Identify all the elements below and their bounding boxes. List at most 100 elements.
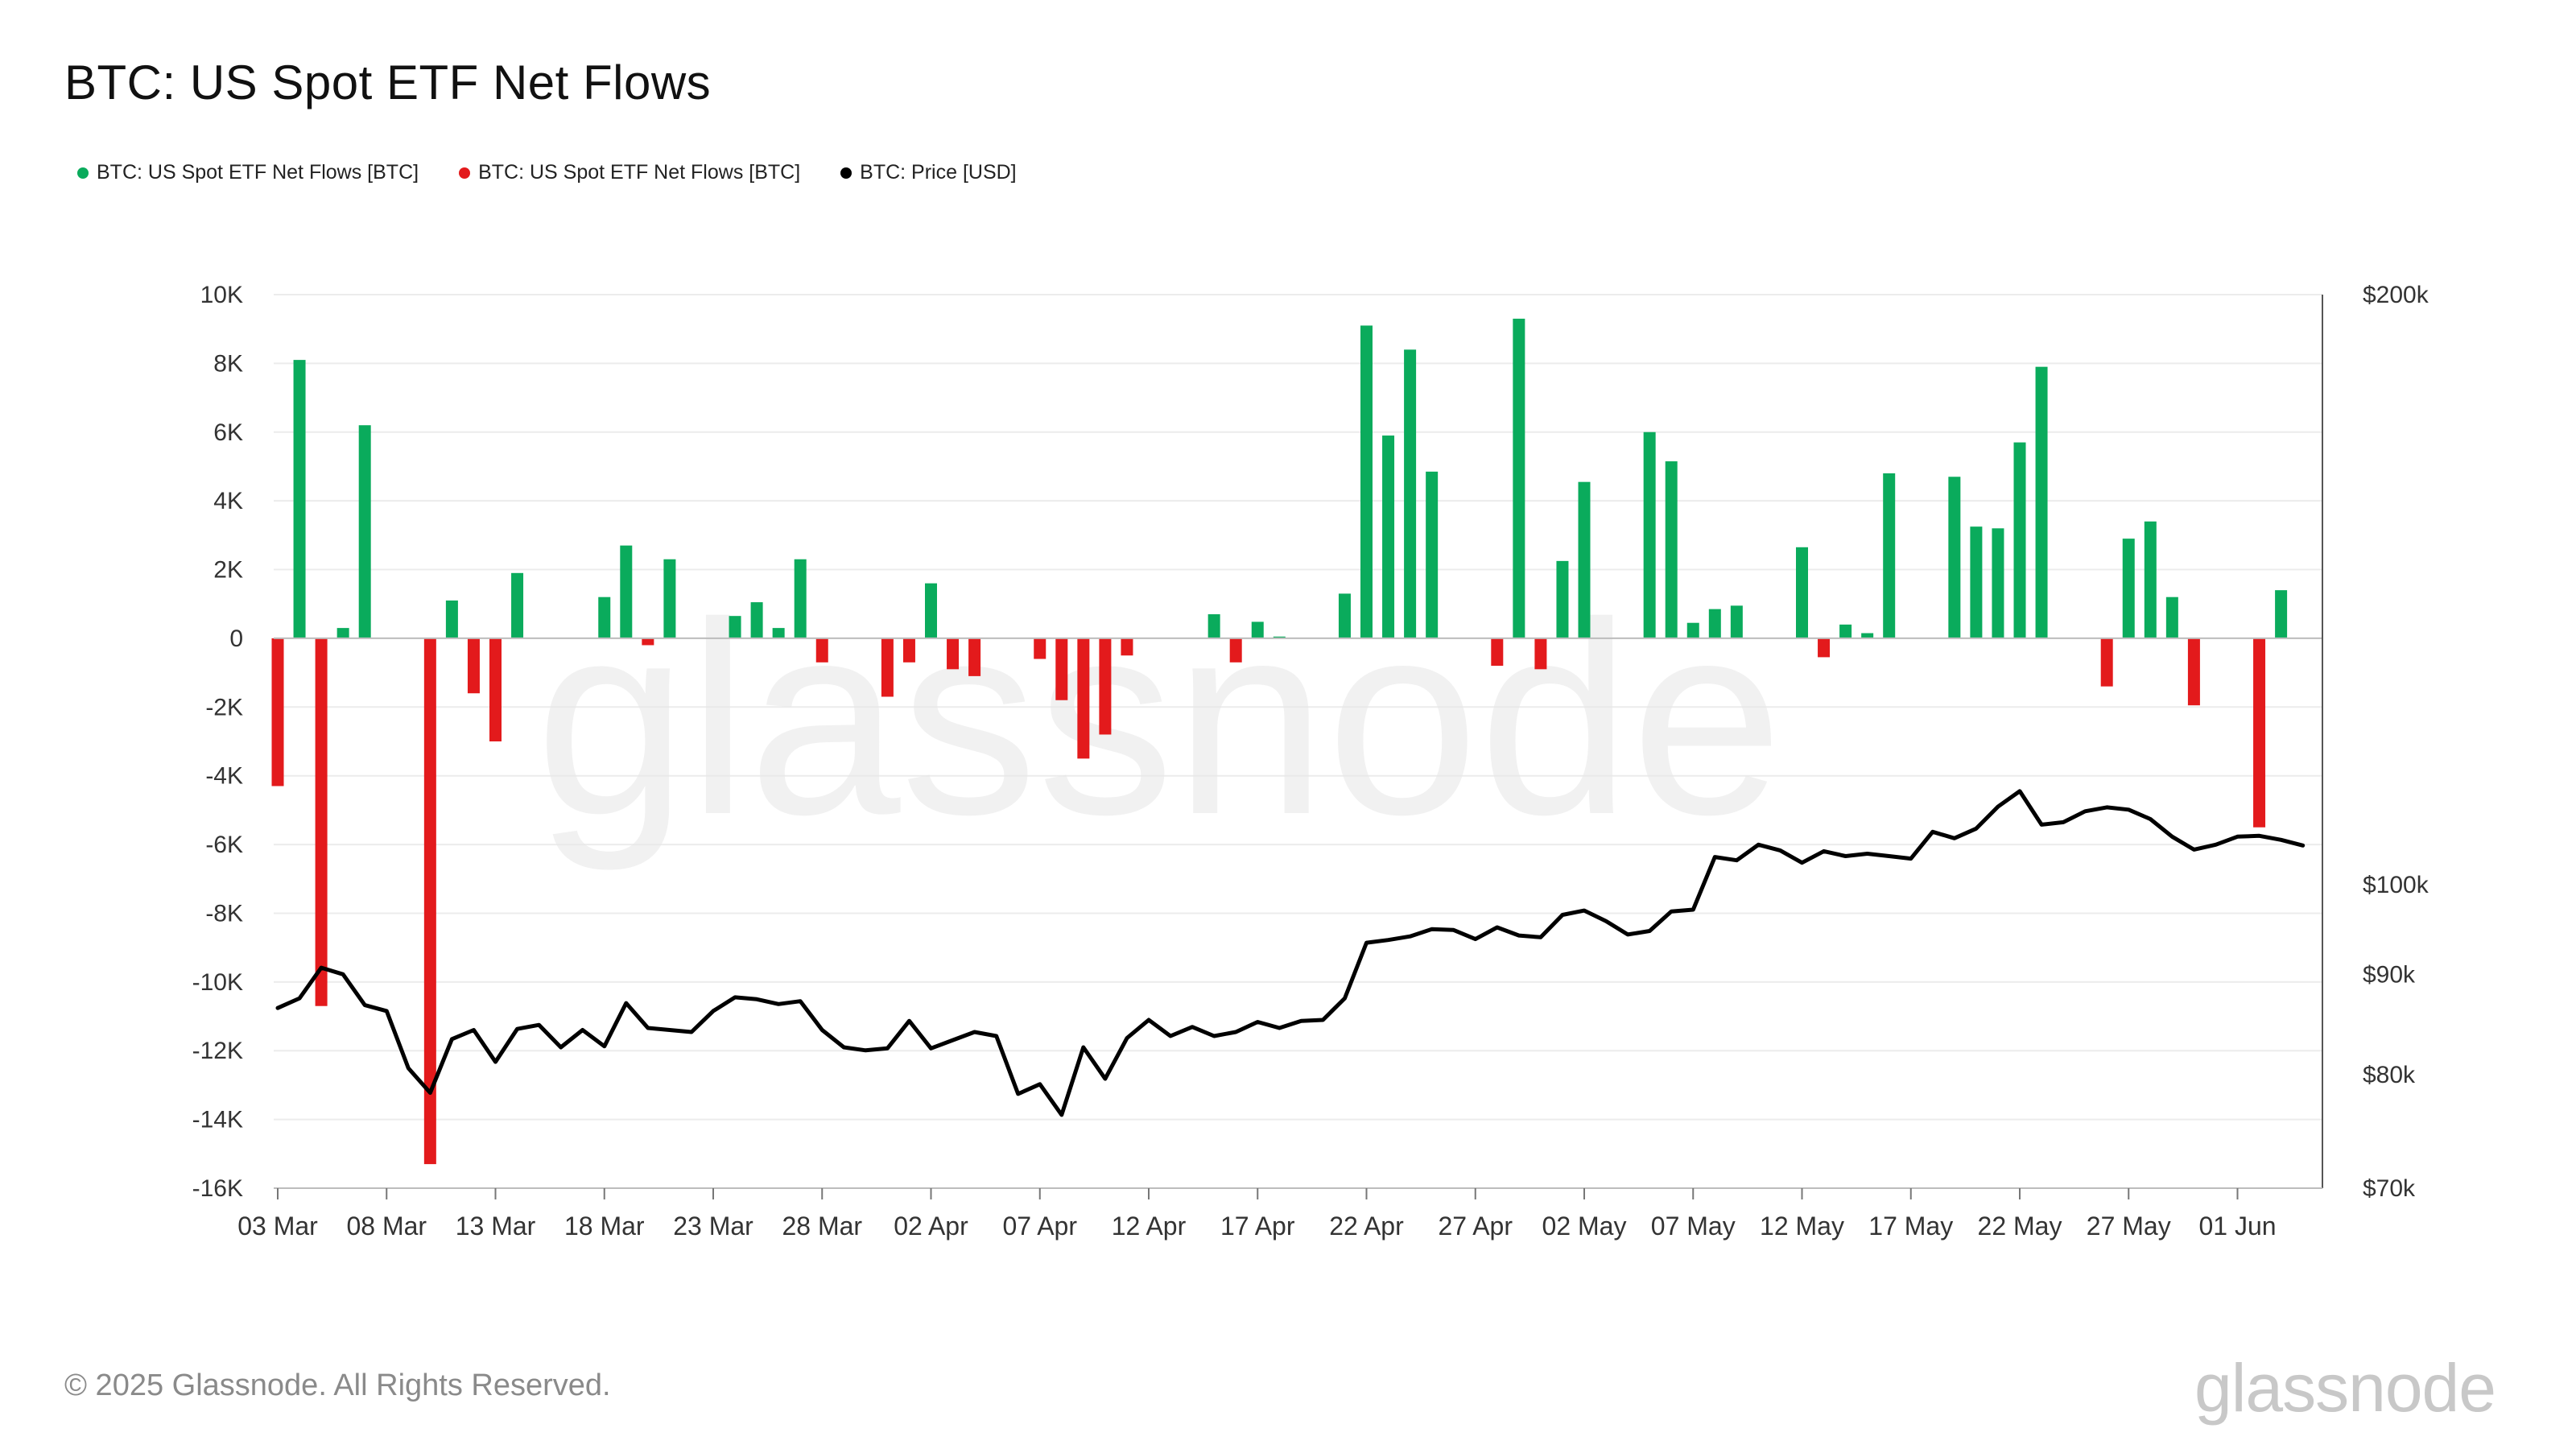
inflow-bar xyxy=(1861,633,1874,638)
outflow-bar xyxy=(2100,638,2113,687)
inflow-bar xyxy=(2035,366,2048,638)
legend-label-inflows: BTC: US Spot ETF Net Flows [BTC] xyxy=(97,161,419,184)
inflow-bar xyxy=(511,572,524,638)
x-tick-label: 22 Apr xyxy=(1329,1212,1404,1241)
right-axis-tick-label: $70k xyxy=(2363,1175,2416,1202)
chart-watermark: glassnode xyxy=(535,566,1783,873)
left-axis-tick-label: -12K xyxy=(192,1038,243,1064)
inflow-bar xyxy=(750,602,763,638)
x-tick-label: 18 Mar xyxy=(564,1212,645,1241)
x-tick-label: 12 Apr xyxy=(1112,1212,1187,1241)
legend-label-outflows: BTC: US Spot ETF Net Flows [BTC] xyxy=(478,161,801,184)
x-tick-label: 28 Mar xyxy=(782,1212,862,1241)
inflow-bar xyxy=(1839,624,1852,638)
outflow-bar xyxy=(1099,638,1112,735)
inflow-bar xyxy=(2275,590,2288,638)
outflow-bar xyxy=(1077,638,1090,759)
legend-dot-black xyxy=(840,167,852,179)
inflow-bar xyxy=(925,583,937,638)
inflow-bar xyxy=(1708,609,1721,638)
inflow-bar xyxy=(1251,621,1264,638)
left-axis-tick-label: -10K xyxy=(192,969,243,996)
x-tick-label: 07 Apr xyxy=(1002,1212,1077,1241)
x-tick-label: 13 Mar xyxy=(456,1212,536,1241)
inflow-bar xyxy=(620,545,633,638)
inflow-bar xyxy=(1665,461,1678,638)
outflow-bar xyxy=(1055,638,1068,700)
x-tick-label: 02 May xyxy=(1542,1212,1627,1241)
legend-item-inflows[interactable]: BTC: US Spot ETF Net Flows [BTC] xyxy=(77,161,419,184)
inflow-bar xyxy=(2122,539,2135,638)
outflow-bar xyxy=(1534,638,1547,670)
right-axis-tick-label: $100k xyxy=(2363,872,2429,898)
outflow-bar xyxy=(1121,638,1133,656)
x-tick-label: 23 Mar xyxy=(673,1212,753,1241)
legend-item-outflows[interactable]: BTC: US Spot ETF Net Flows [BTC] xyxy=(459,161,800,184)
inflow-bar xyxy=(1513,318,1525,638)
outflow-bar xyxy=(881,638,894,697)
x-tick-label: 12 May xyxy=(1760,1212,1844,1241)
outflow-bar xyxy=(315,638,328,1006)
left-axis-tick-label: -6K xyxy=(205,832,243,858)
x-tick-label: 02 Apr xyxy=(894,1212,968,1241)
left-axis-tick-label: 0 xyxy=(229,625,243,652)
right-axis-labels: $200k $100k $90k $80k $70k xyxy=(2363,282,2429,1202)
inflow-bar xyxy=(1970,526,1983,638)
inflow-bar xyxy=(1273,636,1286,638)
flow-bars xyxy=(271,318,2288,1165)
inflow-bar xyxy=(1686,622,1699,638)
inflow-bar xyxy=(1643,431,1656,638)
inflow-bar xyxy=(663,559,676,638)
inflow-bar xyxy=(1338,593,1351,638)
x-tick-label: 07 May xyxy=(1651,1212,1736,1241)
outflow-bar xyxy=(1818,638,1831,658)
left-axis-tick-label: -16K xyxy=(192,1175,243,1202)
left-axis-tick-label: -14K xyxy=(192,1107,243,1133)
inflow-bar xyxy=(2144,521,2157,638)
x-tick-label: 03 Mar xyxy=(237,1212,318,1241)
inflow-bar xyxy=(2165,597,2178,638)
price-line xyxy=(275,789,2306,1117)
inflow-bar xyxy=(1404,349,1417,638)
x-tick-label: 08 Mar xyxy=(346,1212,427,1241)
inflow-bar xyxy=(1426,471,1439,638)
chart-title: BTC: US Spot ETF Net Flows xyxy=(64,56,712,109)
outflow-bar xyxy=(815,638,828,663)
inflow-bar xyxy=(598,597,611,638)
outflow-bar xyxy=(1034,638,1046,659)
left-axis-tick-label: -8K xyxy=(205,900,243,927)
inflow-bar xyxy=(772,628,785,638)
right-axis-tick-label: $90k xyxy=(2363,961,2416,988)
left-axis-tick-label: 10K xyxy=(200,282,243,308)
inflow-bar xyxy=(2013,442,2026,638)
inflow-bar xyxy=(1948,477,1961,638)
outflow-bar xyxy=(423,638,436,1165)
left-axis-tick-label: 2K xyxy=(213,557,243,584)
legend-item-price[interactable]: BTC: Price [USD] xyxy=(840,161,1017,184)
legend-dot-green xyxy=(77,167,89,179)
inflow-bar xyxy=(1992,528,2004,638)
inflow-bar xyxy=(1360,325,1373,638)
inflow-bar xyxy=(1796,547,1808,638)
x-tick-label: 27 Apr xyxy=(1438,1212,1513,1241)
copyright-footer: © 2025 Glassnode. All Rights Reserved. xyxy=(64,1368,611,1402)
inflow-bar xyxy=(1883,473,1896,638)
outflow-bar xyxy=(642,638,654,646)
inflow-bar xyxy=(1578,481,1591,638)
outflow-bar xyxy=(2187,638,2200,706)
chart-legend: BTC: US Spot ETF Net Flows [BTC] BTC: US… xyxy=(77,161,1057,184)
x-tick-label: 17 May xyxy=(1868,1212,1953,1241)
outflow-bar xyxy=(1491,638,1504,667)
left-axis-tick-label: -2K xyxy=(205,694,243,720)
inflow-bar xyxy=(729,616,741,638)
inflow-bar xyxy=(1556,560,1569,638)
left-axis-tick-label: -4K xyxy=(205,763,243,790)
inflow-bar xyxy=(358,425,371,638)
right-axis-tick-label: $200k xyxy=(2363,282,2429,308)
outflow-bar xyxy=(902,638,915,663)
inflow-bar xyxy=(1382,436,1395,638)
inflow-bar xyxy=(293,360,306,638)
left-axis-tick-label: 6K xyxy=(213,419,243,446)
left-axis-tick-label: 8K xyxy=(213,350,243,377)
